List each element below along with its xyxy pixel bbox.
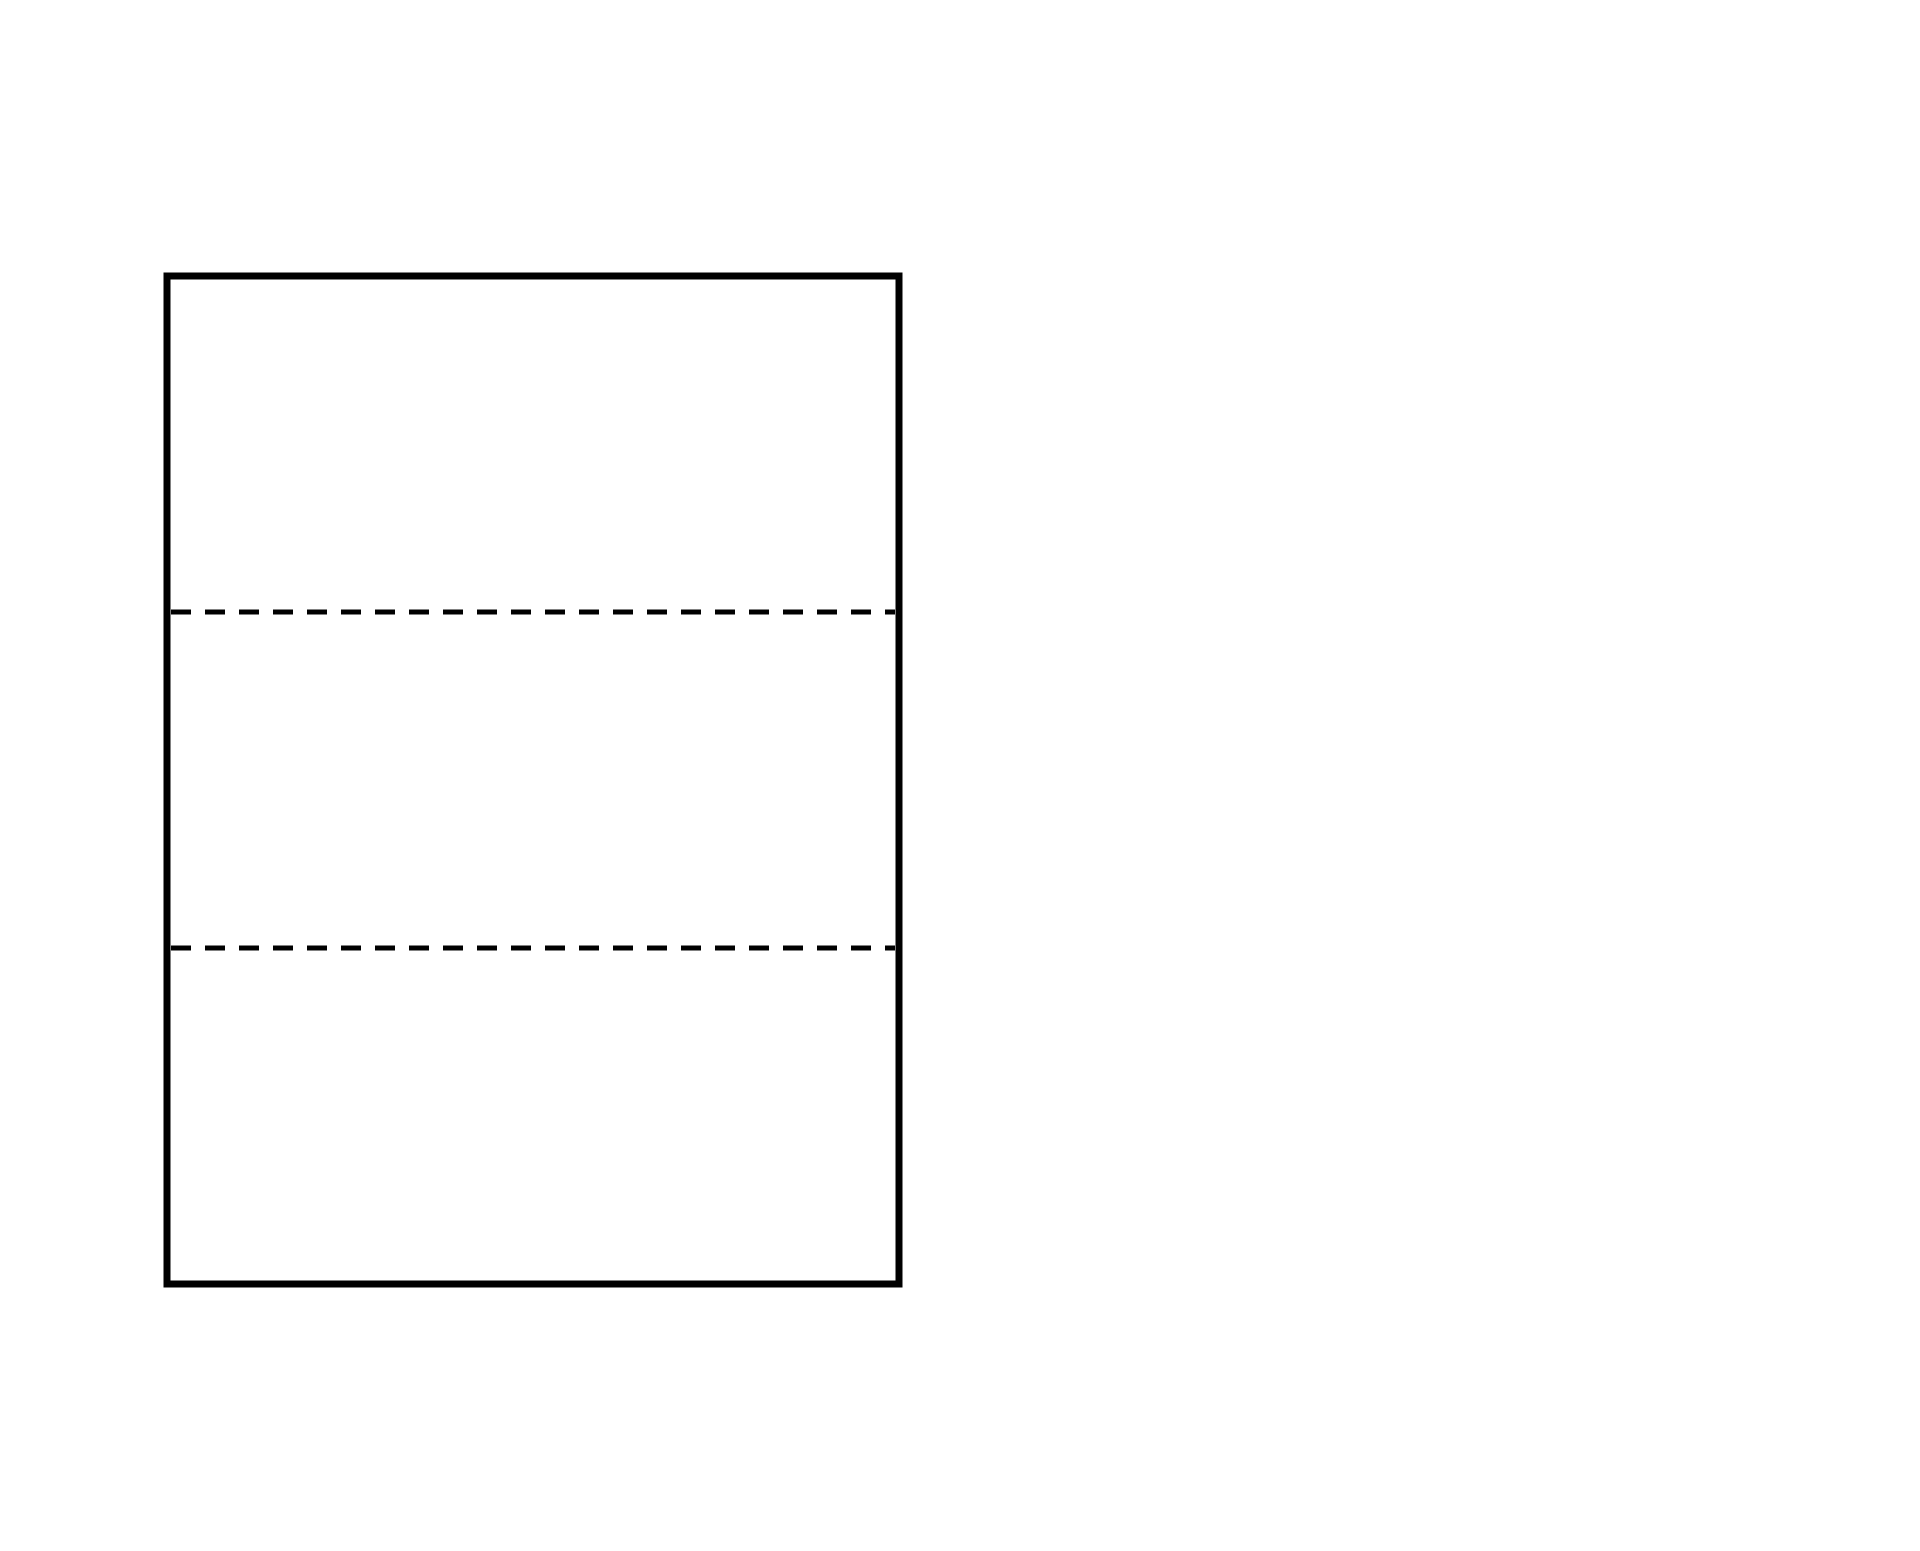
index-table-box: [167, 276, 899, 1284]
